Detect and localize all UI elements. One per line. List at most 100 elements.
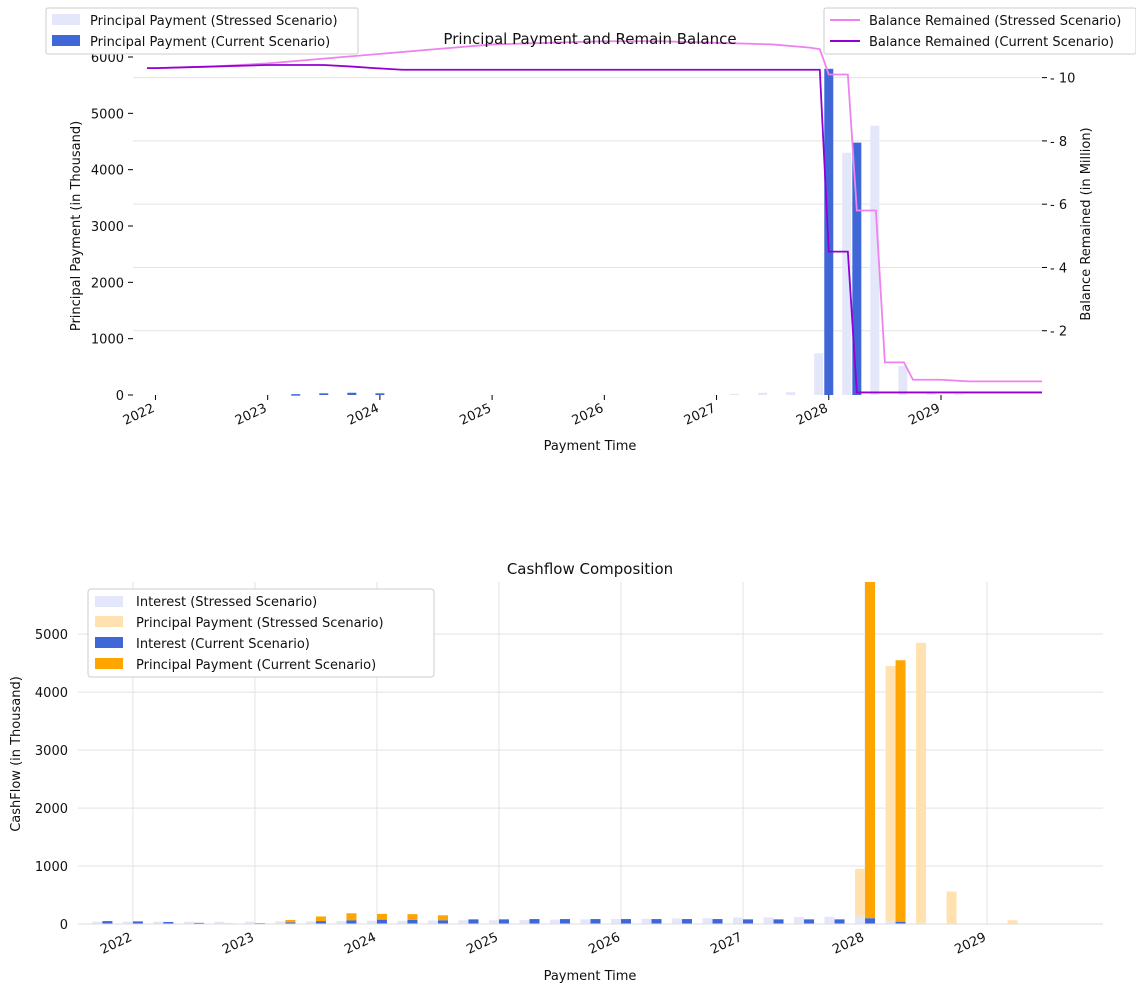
chart1-x-tick-label: 2023 [233,401,269,429]
chart1-y-tick-label: 0 [116,389,124,404]
chart1-legend-left-frame [45,7,359,55]
chart1-x-tick-label: 2029 [906,401,942,429]
chart2-y-tick-label: 4000 [35,686,68,701]
bar-current-principal [346,913,357,921]
chart1-bars [291,68,964,396]
chart1-x-tick-label: 2022 [121,401,157,429]
bar-current-principal [407,914,418,920]
chart2-y-tick-label: 2000 [35,802,68,817]
legend-swatch-current-principal-cf [95,658,123,669]
legend-label-current-principal-cf: Principal Payment (Current Scenario) [136,658,376,673]
legend-swatch-stressed-interest [95,596,123,607]
chart2-x-tick-label: 2022 [98,930,134,958]
bar-current-principal [285,919,296,923]
bar-current-interest [651,919,662,924]
chart1-y-tick-label: 6000 [91,51,124,66]
bar-current-interest [743,919,754,924]
bar-stressed-principal [814,353,824,395]
chart1-y-tick-label: 5000 [91,107,124,122]
bar-stressed-interest [855,916,866,924]
line-stressed-balance [147,40,1042,383]
bar-stressed-interest [214,921,225,924]
bar-current-interest [498,919,509,924]
bar-stressed-principal [758,392,768,395]
bar-stressed-interest [458,920,469,924]
chart2-y-tick-label: 5000 [35,628,68,643]
bar-stressed-principal [1007,920,1018,924]
chart1-legend-right: Balance Remained (Stressed Scenario) Bal… [823,7,1136,55]
bar-current-interest [621,919,632,924]
chart1-right-y-axis-label: Balance Remained (in Million) [1079,127,1094,320]
bar-current-interest [804,919,815,924]
chart2-gridlines [78,582,1103,924]
bar-current-principal [376,913,387,920]
bar-current-interest [773,919,784,924]
legend-label-current-balance: Balance Remained (Current Scenario) [869,35,1114,50]
bar-stressed-interest [794,917,805,924]
chart2-legend-frame [87,588,435,678]
bar-current-interest [102,921,113,924]
chart1-right-tick-label: - 10 [1050,72,1075,87]
bar-current-interest [407,919,418,924]
chart1-x-tick-label: 2024 [345,401,381,429]
bar-stressed-interest [885,921,896,924]
bar-stressed-interest [336,921,347,924]
bar-stressed-interest [672,918,683,924]
bar-stressed-interest [519,919,530,924]
legend-label-current-principal: Principal Payment (Current Scenario) [90,35,330,50]
bar-stressed-interest [397,920,408,924]
bar-stressed-interest [549,919,560,924]
bar-stressed-interest [122,921,133,924]
bar-stressed-principal [916,642,927,923]
chart1-x-tick-label: 2028 [794,401,830,429]
bar-stressed-principal [870,125,880,395]
bar-current-interest [193,922,204,924]
bar-current-interest [163,921,174,924]
chart1-axes: 0 1000 2000 3000 4000 5000 6000 - 2 - 4 - 6 - 8 - 1… [91,51,1075,429]
legend-label-stressed-principal: Principal Payment (Stressed Scenario) [90,14,338,29]
bar-stressed-principal [730,393,740,395]
bar-stressed-interest [611,919,622,924]
chart2-x-tick-label: 2029 [952,930,988,958]
bar-stressed-principal [786,392,796,395]
chart1-legend-right-frame [823,7,1136,55]
bar-stressed-interest [702,918,713,924]
chart1-x-tick-label: 2027 [682,401,718,429]
chart1-lines [147,40,1042,394]
chart2-x-tick-label: 2023 [220,930,256,958]
bar-current-interest [315,921,326,924]
bar-current-interest [682,919,693,924]
chart1-y-tick-label: 4000 [91,164,124,179]
chart1-title: Principal Payment and Remain Balance [443,30,736,48]
chart1-right-tick-label: - 6 [1050,198,1067,213]
chart1-gridlines [133,77,1042,332]
legend-label-stressed-principal-cf: Principal Payment (Stressed Scenario) [136,616,384,631]
chart1-x-tick-label: 2026 [570,401,606,429]
chart1-legend-left: Principal Payment (Stressed Scenario) Pr… [45,7,359,55]
bar-current-principal [347,392,357,395]
chart1-y-axis-label: Principal Payment (in Thousand) [69,121,84,331]
bar-stressed-interest [305,921,316,924]
chart2-x-tick-label: 2024 [342,930,378,958]
bar-current-principal [895,660,906,922]
bar-stressed-interest [275,921,286,924]
line-current-balance [147,64,1042,394]
bar-stressed-interest [733,917,744,924]
cashflow-composition-chart: 0 1000 2000 3000 4000 5000 2022 2023 2024 2025 202… [9,560,1103,984]
chart2-y-tick-label: 0 [60,918,68,933]
chart2-y-tick-label: 1000 [35,860,68,875]
bar-stressed-interest [916,922,927,924]
chart1-y-tick-label: 2000 [91,276,124,291]
bar-current-principal [315,916,326,922]
bar-current-principal [824,68,834,395]
bar-current-interest [285,922,296,924]
chart1-x-tick-label: 2025 [457,401,493,429]
bar-stressed-principal [898,365,908,395]
legend-label-current-interest: Interest (Current Scenario) [136,637,310,652]
bar-current-interest [712,919,723,924]
bar-current-interest [529,919,540,924]
bar-current-interest [865,918,876,924]
principal-balance-chart: 0 1000 2000 3000 4000 5000 6000 - 2 - 4 - 6 - 8 - 1… [45,7,1136,454]
bar-current-interest [895,921,906,924]
